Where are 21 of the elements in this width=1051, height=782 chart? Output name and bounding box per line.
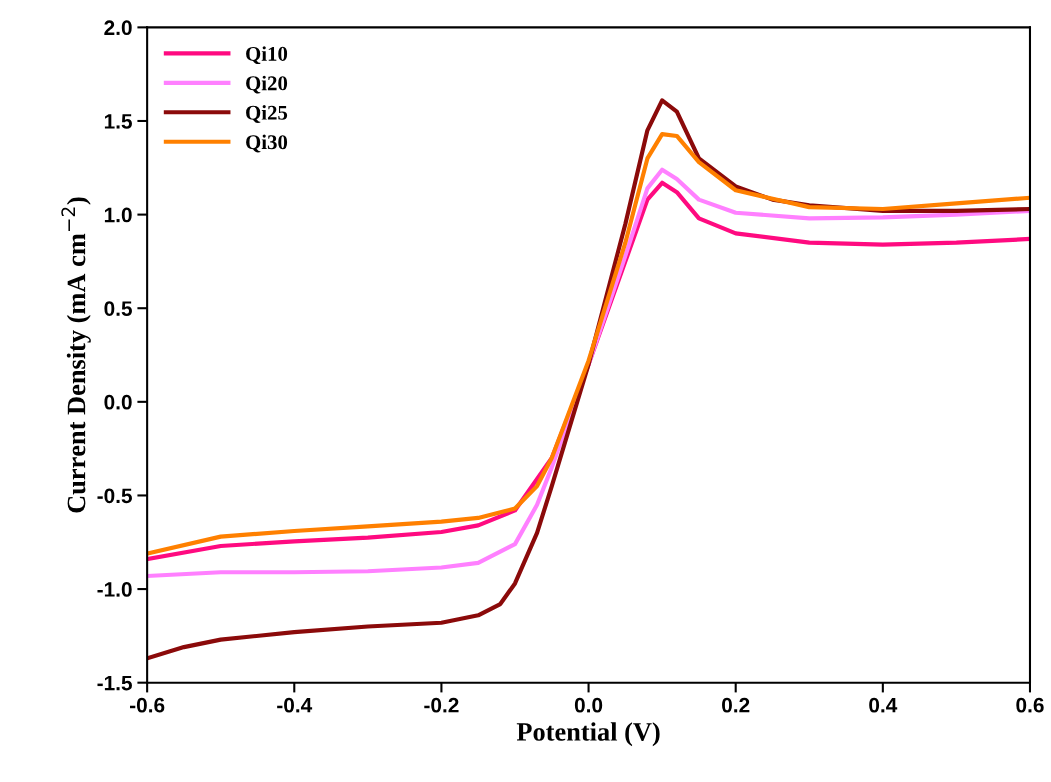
y-tick-label: 2.0	[104, 20, 132, 36]
y-tick-label: 0.5	[104, 301, 132, 316]
y-tick-label: -1.5	[97, 675, 132, 691]
legend-label: Qi20	[246, 75, 288, 94]
x-tick-label: 0.2	[722, 697, 750, 713]
legend-label: Qi10	[246, 46, 288, 65]
y-tick-label: 0.0	[104, 394, 132, 410]
y-tick-label: 1.0	[104, 207, 132, 223]
legend-label: Qi30	[246, 134, 288, 153]
x-tick-label: -0.2	[424, 697, 459, 713]
y-tick-label: 1.5	[104, 114, 132, 129]
y-axis-title: Current Density (mA cm$^{−2}$)	[61, 197, 91, 513]
x-tick-label: -0.4	[277, 697, 313, 713]
y-tick-label: -0.5	[97, 488, 132, 504]
legend-label: Qi25	[246, 105, 288, 123]
x-tick-label: 0.0	[574, 697, 603, 713]
x-tick-label: 0.6	[1016, 697, 1044, 713]
x-axis-title: Potential (V)	[516, 722, 660, 747]
x-tick-label: -0.6	[130, 697, 165, 713]
y-tick-label: -1.0	[97, 582, 132, 597]
x-tick-label: 0.4	[869, 697, 898, 713]
